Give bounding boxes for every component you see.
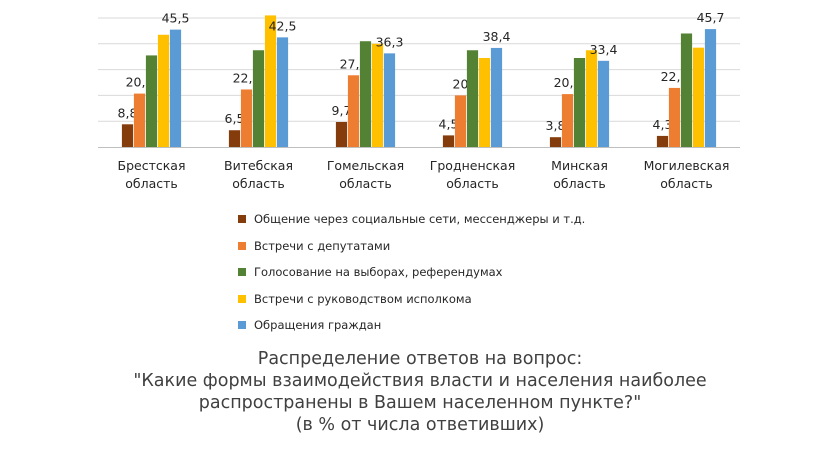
category-label-3-line-0: Гродненская xyxy=(430,158,516,173)
bar-s2-c1 xyxy=(252,50,265,147)
bar-s1-c2 xyxy=(347,75,360,147)
bar-s0-c0 xyxy=(121,124,134,147)
legend-label-3: Встречи с руководством исполкома xyxy=(254,291,472,306)
caption-line-1: Распределение ответов на вопрос: xyxy=(257,349,583,369)
bar-s3-c0 xyxy=(157,34,170,147)
bar-s2-c3 xyxy=(466,50,479,147)
data-label-s0-c4: 3,8 xyxy=(546,118,566,133)
legend-swatch-2 xyxy=(238,268,246,277)
data-label-s4-c4: 33,4 xyxy=(590,42,618,57)
category-label-4-line-0: Минская xyxy=(551,158,608,173)
legend-label-0: Общение через социальные сети, мессендже… xyxy=(254,212,586,227)
legend-swatch-1 xyxy=(238,241,246,250)
category-label-0-line-0: Брестская xyxy=(118,158,186,173)
chart-caption: Распределение ответов на вопрос: "Какие … xyxy=(0,348,840,436)
bar-s2-c2 xyxy=(359,41,372,147)
bar-s3-c3 xyxy=(478,57,491,147)
category-label-5-line-1: область xyxy=(660,176,713,191)
bar-s3-c2 xyxy=(371,43,384,147)
legend-item-4: Обращения граждан xyxy=(238,312,585,339)
category-label-2-line-1: область xyxy=(339,176,392,191)
data-label-s4-c1: 42,5 xyxy=(269,18,297,33)
bar-s4-c0 xyxy=(169,29,182,147)
chart-legend: Общение через социальные сети, мессендже… xyxy=(238,206,585,339)
bar-s4-c1 xyxy=(276,37,289,147)
bar-s4-c3 xyxy=(490,47,503,147)
data-label-s1-c3: 20 xyxy=(453,76,469,91)
data-label-s0-c3: 4,5 xyxy=(439,116,459,131)
data-label-s4-c3: 38,4 xyxy=(483,29,511,44)
bar-s4-c4 xyxy=(597,60,610,147)
bar-s0-c4 xyxy=(549,137,562,147)
bar-s1-c1 xyxy=(240,89,253,147)
data-label-s0-c1: 6,5 xyxy=(225,111,245,126)
data-label-s4-c2: 36,3 xyxy=(376,34,404,49)
legend-item-0: Общение через социальные сети, мессендже… xyxy=(238,206,585,233)
category-label-0-line-1: область xyxy=(125,176,178,191)
data-label-s0-c2: 9,7 xyxy=(332,103,352,118)
legend-item-1: Встречи с депутатами xyxy=(238,233,585,260)
legend-item-3: Встречи с руководством исполкома xyxy=(238,286,585,313)
category-label-1-line-0: Витебская xyxy=(224,158,293,173)
data-label-s4-c5: 45,7 xyxy=(697,10,725,25)
bar-s0-c5 xyxy=(656,135,669,147)
bar-s2-c4 xyxy=(573,57,586,147)
data-label-s0-c5: 4,3 xyxy=(653,117,673,132)
category-label-1-line-1: область xyxy=(232,176,285,191)
bar-s3-c5 xyxy=(692,47,705,147)
data-label-s0-c0: 8,8 xyxy=(118,105,138,120)
bar-s1-c0 xyxy=(133,93,146,147)
bar-s1-c3 xyxy=(454,95,467,147)
legend-item-2: Голосование на выборах, референдумах xyxy=(238,259,585,286)
bar-s4-c5 xyxy=(704,29,717,148)
data-label-s4-c0: 45,5 xyxy=(162,11,190,26)
bar-s0-c1 xyxy=(228,130,241,147)
legend-swatch-0 xyxy=(238,215,246,224)
caption-line-2: "Какие формы взаимодействия власти и нас… xyxy=(133,371,707,391)
caption-line-4: (в % от числа ответивших) xyxy=(295,415,545,435)
caption-line-3: распространены в Вашем населенном пункте… xyxy=(198,393,642,413)
bar-s1-c5 xyxy=(668,87,681,147)
bar-s3-c4 xyxy=(585,50,598,147)
legend-label-4: Обращения граждан xyxy=(254,318,382,333)
bar-s2-c5 xyxy=(680,33,693,148)
category-label-2-line-0: Гомельская xyxy=(327,158,404,173)
bar-s4-c2 xyxy=(383,53,396,147)
legend-label-1: Встречи с депутатами xyxy=(254,238,391,253)
bar-s2-c0 xyxy=(145,55,158,147)
bar-s0-c2 xyxy=(335,121,348,147)
legend-label-2: Голосование на выборах, референдумах xyxy=(254,265,503,280)
category-label-4-line-1: область xyxy=(553,176,606,191)
bar-s0-c3 xyxy=(442,135,455,147)
bar-s3-c1 xyxy=(264,15,277,148)
category-label-5-line-0: Могилевская xyxy=(644,158,730,173)
legend-swatch-3 xyxy=(238,294,246,303)
category-label-3-line-1: область xyxy=(446,176,499,191)
legend-swatch-4 xyxy=(238,321,246,330)
bar-s1-c4 xyxy=(561,94,574,147)
bar-chart: 8,820,745,5Брестскаяобласть6,522,342,5Ви… xyxy=(98,10,740,191)
